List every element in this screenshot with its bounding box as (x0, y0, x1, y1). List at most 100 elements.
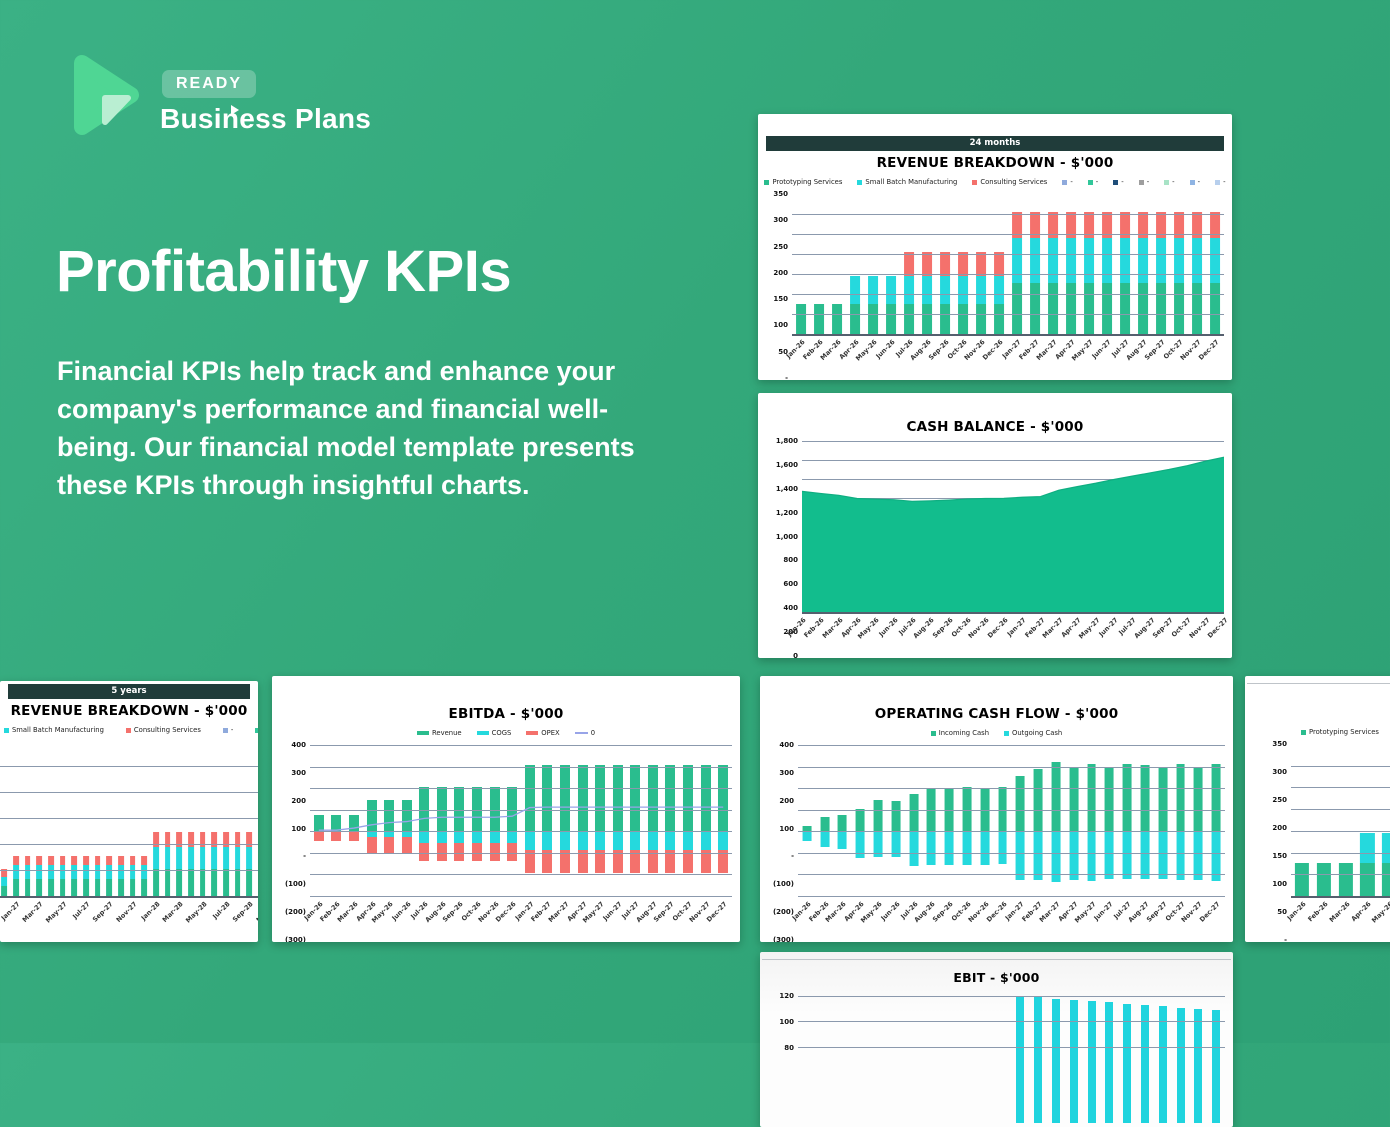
y-tick-label: 200 (773, 269, 788, 277)
brand-logo (72, 50, 144, 144)
bar-segment (13, 865, 19, 880)
gridline (1291, 809, 1390, 810)
page-description: Financial KPIs help track and enhance yo… (57, 352, 652, 504)
bar-segment (832, 304, 842, 334)
bar-segment (1360, 863, 1374, 896)
legend-marker-icon (1062, 180, 1067, 185)
bar-segment (886, 276, 896, 304)
bar-segment (176, 847, 182, 870)
bar-segment (850, 304, 860, 334)
x-tick-label: Mar-27 (21, 900, 45, 924)
legend-item: - (1164, 178, 1174, 186)
legend-marker-icon (857, 180, 862, 185)
y-tick-label: 80 (784, 1044, 794, 1052)
bar-segment (130, 865, 136, 880)
y-tick-label: 200 (779, 797, 794, 805)
bar-segment (1087, 764, 1096, 831)
legend-label: - (1198, 178, 1200, 186)
revenue-breakdown-24m-card: 24 months REVENUE BREAKDOWN - $'000 Prot… (758, 114, 1232, 380)
bar-segment (1317, 863, 1331, 896)
gridline (798, 831, 1225, 832)
gridline (1291, 831, 1390, 832)
bar-segment (1140, 765, 1149, 831)
x-tick-label: Jan-28 (139, 900, 161, 922)
bar-segment (1, 877, 7, 886)
bar-segment (1382, 833, 1390, 863)
y-tick-label: 100 (779, 1018, 794, 1026)
bar-segment (83, 865, 89, 880)
bar-segment (927, 831, 936, 864)
bar-segment (814, 304, 824, 334)
bar-segment (1048, 238, 1058, 283)
bar-segment (1016, 831, 1025, 880)
chart-plot (798, 745, 1225, 896)
legend-label: - (1172, 178, 1174, 186)
bar-segment (130, 879, 136, 896)
legend-label: - (1096, 178, 1098, 186)
bar-segment (153, 869, 159, 896)
x-tick-label: Jan-27 (0, 900, 21, 922)
bar-segment (1052, 762, 1061, 831)
bar-segment (118, 856, 124, 864)
ready-badge: READY (162, 70, 256, 98)
bar-segment (1194, 831, 1203, 880)
bar-segment (1120, 283, 1130, 334)
legend-item: 0 (575, 729, 595, 737)
y-tick-label: 600 (783, 580, 798, 588)
line-series (310, 745, 732, 896)
y-tick-label: 300 (1272, 768, 1287, 776)
bar-segment (1158, 767, 1167, 831)
gridline (798, 874, 1225, 875)
bar-segment (36, 856, 42, 864)
bar-segment (976, 304, 986, 334)
x-axis-line (0, 896, 258, 898)
bar-segment (1338, 863, 1352, 896)
legend-label: - (1070, 178, 1072, 186)
revenue-breakdown-5y-card: 5 years REVENUE BREAKDOWN - $'000 Protot… (0, 681, 258, 942)
bar-segment (1016, 996, 1024, 1123)
legend-label: - (1121, 178, 1123, 186)
bar-segment (922, 276, 932, 304)
bar-segment (891, 801, 900, 831)
chart-plot (310, 745, 732, 896)
bar-segment (200, 847, 206, 870)
y-tick-label: 100 (773, 321, 788, 329)
legend-label: OPEX (541, 729, 559, 737)
y-tick-label: 300 (773, 216, 788, 224)
bar-segment (976, 276, 986, 304)
bar-segment (25, 879, 31, 896)
bar-segment (1210, 238, 1220, 283)
gridline (792, 274, 1224, 275)
y-tick-label: - (1284, 936, 1287, 942)
legend-marker-icon (575, 732, 588, 734)
gridline (0, 870, 258, 871)
y-tick-label: 200 (291, 797, 306, 805)
bar-segment (1088, 1001, 1096, 1123)
bar-segment (998, 831, 1007, 863)
page-title: Profitability KPIs (56, 238, 511, 305)
bar-segment (1159, 1006, 1167, 1123)
y-tick-label: (100) (773, 880, 794, 888)
bar-segment (796, 304, 806, 334)
legend-item: - (223, 726, 233, 734)
x-tick-label: Mar-28 (161, 900, 185, 924)
bar-segment (1105, 831, 1114, 878)
bar-segment (71, 856, 77, 864)
bar-segment (850, 276, 860, 304)
bar-segment (95, 856, 101, 864)
gridline (798, 1021, 1225, 1022)
bar-segment (1034, 997, 1042, 1123)
x-tick-label: Jun-27 (1090, 338, 1112, 360)
legend-label: COGS (492, 729, 512, 737)
x-axis-line (802, 612, 1224, 614)
bar-segment (820, 817, 829, 831)
y-tick-label: (300) (285, 936, 306, 942)
legend-label: - (231, 726, 233, 734)
bar-segment (60, 856, 66, 864)
gridline (798, 1047, 1225, 1048)
